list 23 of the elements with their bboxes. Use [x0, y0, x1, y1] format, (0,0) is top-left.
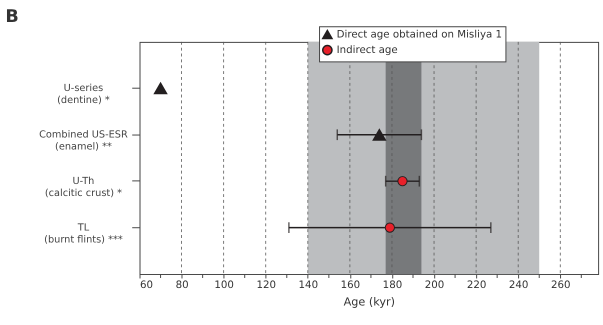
x-tick-label: 200: [424, 279, 444, 292]
point: [397, 176, 408, 186]
x-tick-label: 260: [550, 279, 571, 292]
point: [372, 128, 386, 141]
y-tick-label: U-series (dentine) *: [57, 83, 110, 106]
x-tick-label: 100: [214, 279, 234, 292]
x-tick-label: 160: [340, 279, 360, 292]
point: [154, 82, 168, 94]
y-tick-label: U-Th (calcitic crust) *: [44, 176, 122, 199]
x-tick-label: 120: [256, 279, 276, 292]
x-axis-title: Age (kyr): [344, 295, 395, 308]
legend-label: Direct age obtained on Misliya 1: [336, 28, 502, 40]
x-tick-label: 220: [466, 279, 486, 292]
legend-label: Indirect age: [336, 44, 398, 56]
x-tick-label: 140: [298, 279, 318, 292]
x-tick-label: 180: [382, 279, 402, 292]
point: [384, 222, 395, 233]
y-tick-label: TL (burnt flints) ***: [44, 222, 123, 246]
chart-title: B: [5, 6, 19, 27]
x-tick-label: 240: [508, 279, 528, 292]
y-tick-label: Combined US-ESR (enamel) **: [39, 130, 128, 152]
x-tick-label: 60: [140, 279, 154, 292]
x-tick-label: 80: [176, 279, 189, 292]
